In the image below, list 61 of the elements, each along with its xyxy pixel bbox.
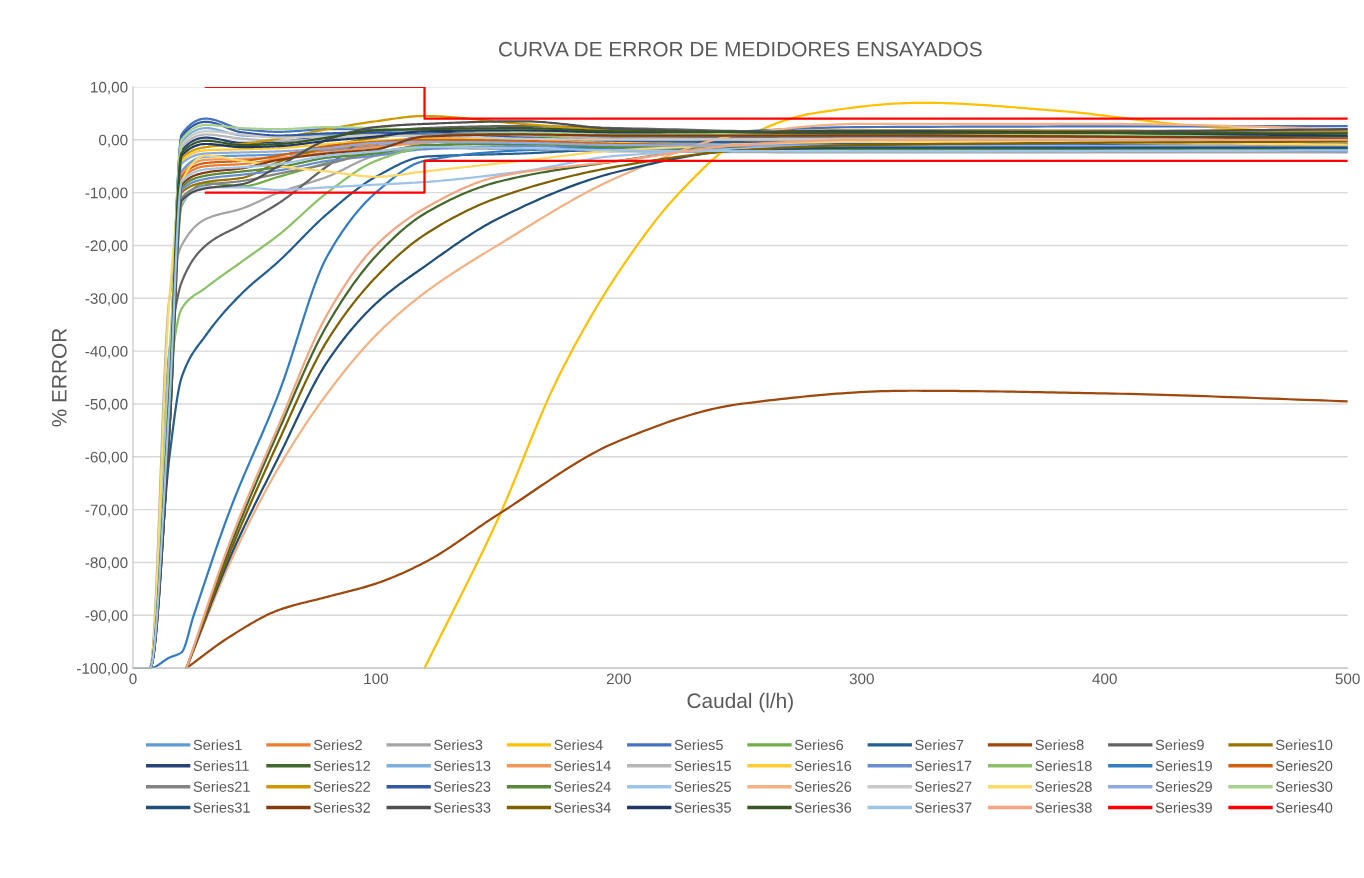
legend-label: Series4	[554, 739, 603, 751]
y-tick-label: -60,00	[85, 451, 128, 465]
y-tick-label: -20,00	[85, 240, 128, 253]
y-tick-label: -80,00	[85, 557, 128, 570]
legend-label: Series1	[193, 739, 242, 751]
legend-label: Series37	[915, 802, 972, 813]
legend-label: Series22	[313, 781, 371, 792]
legend-label: Series28	[1035, 781, 1092, 792]
x-tick-label: 100	[364, 673, 389, 685]
y-tick-label: -40,00	[85, 345, 128, 359]
y-tick-label: -100,00	[77, 663, 128, 676]
legend-label: Series6	[794, 739, 844, 751]
legend-label: Series39	[1155, 802, 1212, 813]
legend-label: Series23	[434, 781, 491, 792]
x-axis-title: Caudal (l/h)	[687, 692, 793, 713]
y-tick-label: 10,00	[91, 81, 128, 95]
legend-label: Series21	[193, 781, 250, 792]
y-tick-label: 0,00	[98, 134, 128, 148]
legend-label: Series12	[313, 760, 371, 771]
y-tick-label: -50,00	[85, 398, 128, 412]
x-tick-label: 500	[1335, 673, 1360, 685]
legend-label: Series29	[1155, 781, 1212, 792]
legend-label: Series16	[794, 760, 852, 771]
x-tick-label: 400	[1092, 673, 1117, 685]
legend-label: Series32	[313, 802, 371, 813]
legend-label: Series19	[1155, 760, 1212, 771]
legend-label: Series38	[1035, 802, 1092, 813]
legend-label: Series30	[1275, 781, 1333, 792]
legend-label: Series2	[313, 739, 362, 751]
legend-label: Series8	[1035, 739, 1084, 751]
x-tick-label: 300	[849, 673, 874, 685]
legend-label: Series40	[1275, 802, 1333, 813]
x-tick-label: 200	[606, 673, 631, 685]
legend-label: Series35	[674, 802, 731, 813]
legend-label: Series13	[434, 760, 491, 771]
legend-label: Series33	[434, 802, 491, 813]
legend-label: Series34	[554, 802, 611, 813]
y-tick-label: -10,00	[85, 187, 128, 201]
y-tick-label: -90,00	[85, 610, 128, 623]
chart-title: CURVA DE ERROR DE MEDIDORES ENSAYADOS	[499, 41, 982, 57]
legend-label: Series36	[794, 802, 852, 813]
y-axis-title: % ERROR	[51, 328, 67, 427]
legend-label: Series7	[915, 739, 964, 751]
y-tick-label: -30,00	[85, 293, 128, 306]
legend-label: Series25	[674, 781, 731, 792]
legend-label: Series11	[193, 760, 249, 771]
legend-label: Series14	[554, 760, 611, 771]
legend-label: Series20	[1275, 760, 1333, 771]
y-tick-label: -70,00	[85, 504, 128, 518]
legend-label: Series18	[1035, 760, 1092, 771]
legend-label: Series17	[915, 760, 972, 771]
legend-label: Series24	[554, 781, 611, 792]
legend-label: Series5	[674, 739, 723, 751]
legend-label: Series27	[915, 781, 972, 792]
legend-label: Series31	[193, 802, 250, 813]
x-tick-label: 0	[129, 673, 137, 685]
legend-label: Series3	[434, 739, 483, 751]
legend-label: Series10	[1275, 739, 1333, 751]
legend-label: Series9	[1155, 739, 1204, 751]
legend-label: Series15	[674, 760, 731, 771]
legend-label: Series26	[794, 781, 852, 792]
